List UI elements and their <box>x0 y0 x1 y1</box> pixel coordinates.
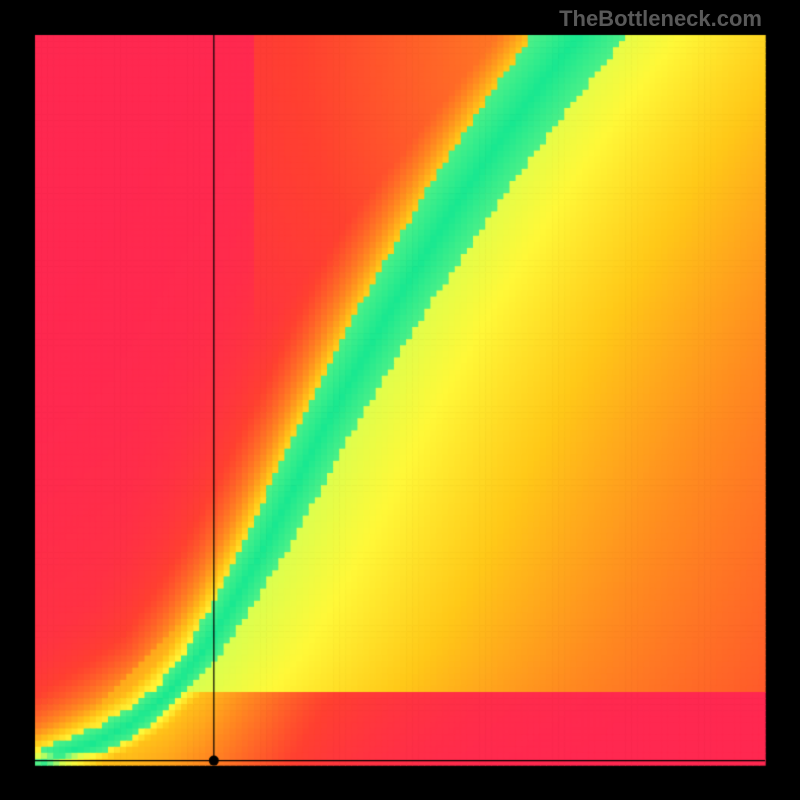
chart-root: TheBottleneck.com <box>0 0 800 800</box>
watermark-text: TheBottleneck.com <box>559 6 762 32</box>
heatmap-canvas <box>0 0 800 800</box>
